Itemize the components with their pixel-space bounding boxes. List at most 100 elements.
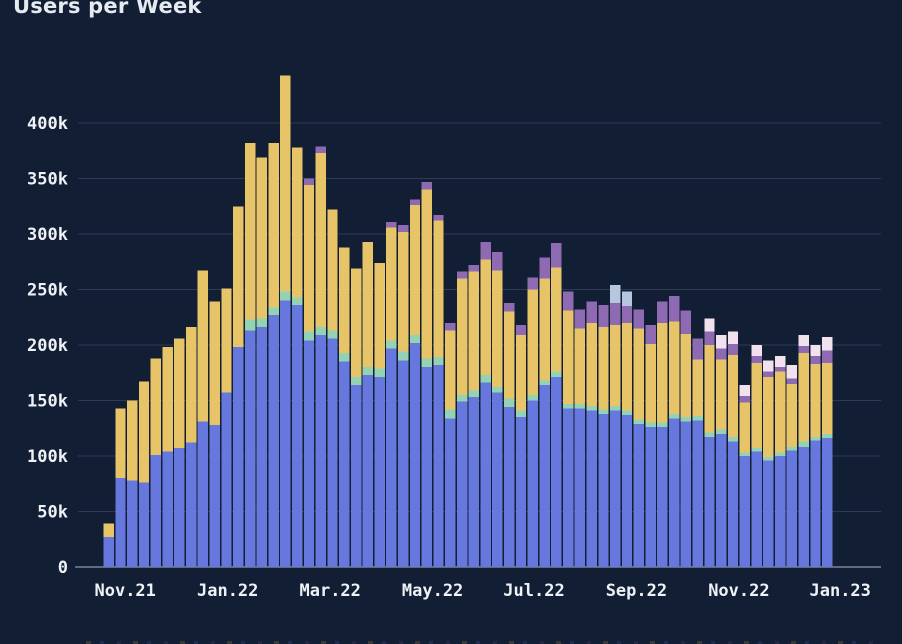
- bar-segment-yellow: [716, 359, 727, 430]
- bar-segment-yellow: [374, 262, 385, 369]
- bar-segment-blue-base: [810, 440, 821, 567]
- bar-segment-yellow: [786, 383, 798, 448]
- bar-segment-yellow: [598, 327, 609, 410]
- bar-segment-yellow: [751, 362, 762, 449]
- x-axis-tick-label: Jul.22: [503, 581, 564, 601]
- bar-segment-teal: [739, 452, 751, 456]
- bar-segment-teal: [786, 447, 798, 451]
- bar-segment-blue-base: [127, 480, 138, 567]
- bar-segment-teal: [574, 403, 586, 409]
- bar-segment-teal: [527, 394, 538, 401]
- bar-segment-blue-base: [716, 433, 727, 567]
- bar-segment-yellow: [539, 278, 550, 381]
- bar-segment-yellow: [103, 523, 114, 538]
- bar-segment-blue-base: [197, 421, 209, 567]
- bar-segment-blue-base: [645, 427, 656, 567]
- bar-segment-yellow: [433, 220, 444, 358]
- bar-segment-teal: [409, 335, 421, 343]
- bar-segment-teal: [515, 410, 527, 418]
- y-axis-tick-label: 200k: [27, 336, 68, 356]
- bar-segment-yellow: [197, 270, 209, 422]
- bar-segment-pale-pink: [786, 364, 798, 379]
- bar-segment-purple: [692, 338, 703, 360]
- bar-segment-purple: [515, 325, 527, 336]
- bar-segment-blue-base: [185, 442, 197, 567]
- bar-segment-yellow: [185, 327, 197, 443]
- bar-segment-blue-base: [315, 335, 326, 567]
- bar-segment-purple: [445, 322, 456, 331]
- bar-segment-teal: [610, 406, 621, 411]
- bar-segment-purple: [480, 241, 491, 260]
- bar-segment-teal: [504, 398, 515, 408]
- bar-segment-purple: [468, 265, 480, 272]
- y-axis-tick-label: 150k: [27, 392, 68, 412]
- bar-segment-teal: [433, 357, 444, 365]
- bar-segment-blue-base: [574, 408, 586, 567]
- bar-segment-teal: [810, 437, 821, 441]
- y-axis-tick-label: 250k: [27, 281, 68, 301]
- bar-segment-teal: [303, 331, 315, 341]
- bar-segment-purple: [727, 343, 739, 355]
- bar-segment-teal: [621, 410, 633, 415]
- bar-segment-teal: [668, 413, 680, 419]
- bar-segment-blue-base: [362, 374, 374, 567]
- bar-segment-blue-base: [692, 420, 703, 567]
- bar-segment-teal: [633, 419, 644, 424]
- cropped-bottom-content: [86, 641, 884, 644]
- bar-segment-yellow: [515, 335, 527, 411]
- bar-segment-pale-pink: [822, 337, 833, 351]
- bar-segment-purple: [774, 367, 786, 372]
- bar-segment-blue-base: [668, 418, 680, 567]
- bar-segment-blue-base: [138, 482, 150, 567]
- bar-segment-blue-base: [386, 348, 397, 567]
- bar-segment-teal: [763, 457, 774, 461]
- bar-segment-pale-pink: [810, 345, 821, 357]
- bar-segment-purple: [303, 178, 315, 186]
- bar-segment-teal: [445, 409, 456, 419]
- bar-segment-blue-base: [374, 377, 385, 567]
- bar-segment-yellow: [409, 205, 421, 336]
- bar-segment-pale-pink: [716, 335, 727, 349]
- bar-segment-blue-base: [657, 427, 668, 567]
- bar-segment-yellow: [633, 328, 644, 420]
- bar-segment-blue-base: [633, 423, 644, 567]
- bar-segment-yellow: [303, 185, 315, 332]
- bar-segment-teal: [268, 307, 279, 316]
- bar-segment-teal: [327, 330, 338, 339]
- bar-segment-pale-pink: [751, 345, 762, 357]
- bar-segment-blue-base: [562, 408, 574, 567]
- bar-segment-blue-base: [339, 361, 350, 567]
- bar-segment-blue-base: [103, 537, 114, 567]
- bar-segment-yellow: [268, 142, 279, 308]
- bar-segment-teal: [386, 340, 397, 349]
- bar-segment-yellow: [810, 363, 821, 438]
- x-axis-tick-label: Jan.23: [809, 581, 870, 601]
- bar-segment-purple: [421, 181, 432, 190]
- bar-segment-blue-base: [303, 340, 315, 567]
- y-axis-tick-label: 100k: [27, 447, 68, 467]
- bar-segment-yellow: [174, 338, 185, 449]
- bar-segment-yellow: [621, 322, 633, 411]
- bar-segment-yellow: [822, 362, 833, 434]
- bar-segment-yellow: [645, 343, 656, 423]
- bar-segment-yellow: [739, 402, 751, 453]
- bar-segment-teal: [704, 432, 715, 438]
- bar-segment-purple: [704, 331, 715, 345]
- bar-segment-yellow: [763, 377, 774, 458]
- bar-segment-yellow: [233, 206, 244, 348]
- bar-segment-purple: [598, 305, 609, 328]
- bar-segment-teal: [362, 367, 374, 375]
- bar-segment-purple: [527, 277, 538, 290]
- bar-segment-blue-base: [598, 413, 609, 567]
- bar-segment-blue-base: [468, 397, 480, 567]
- bar-segment-yellow: [468, 271, 480, 391]
- bar-segment-teal: [468, 390, 480, 398]
- bar-segment-teal: [562, 403, 574, 409]
- bar-segment-yellow: [727, 354, 739, 438]
- bar-segment-teal: [421, 358, 432, 368]
- bar-segment-purple: [551, 242, 562, 268]
- bar-segment-purple: [763, 371, 774, 378]
- bar-segment-teal: [291, 297, 303, 306]
